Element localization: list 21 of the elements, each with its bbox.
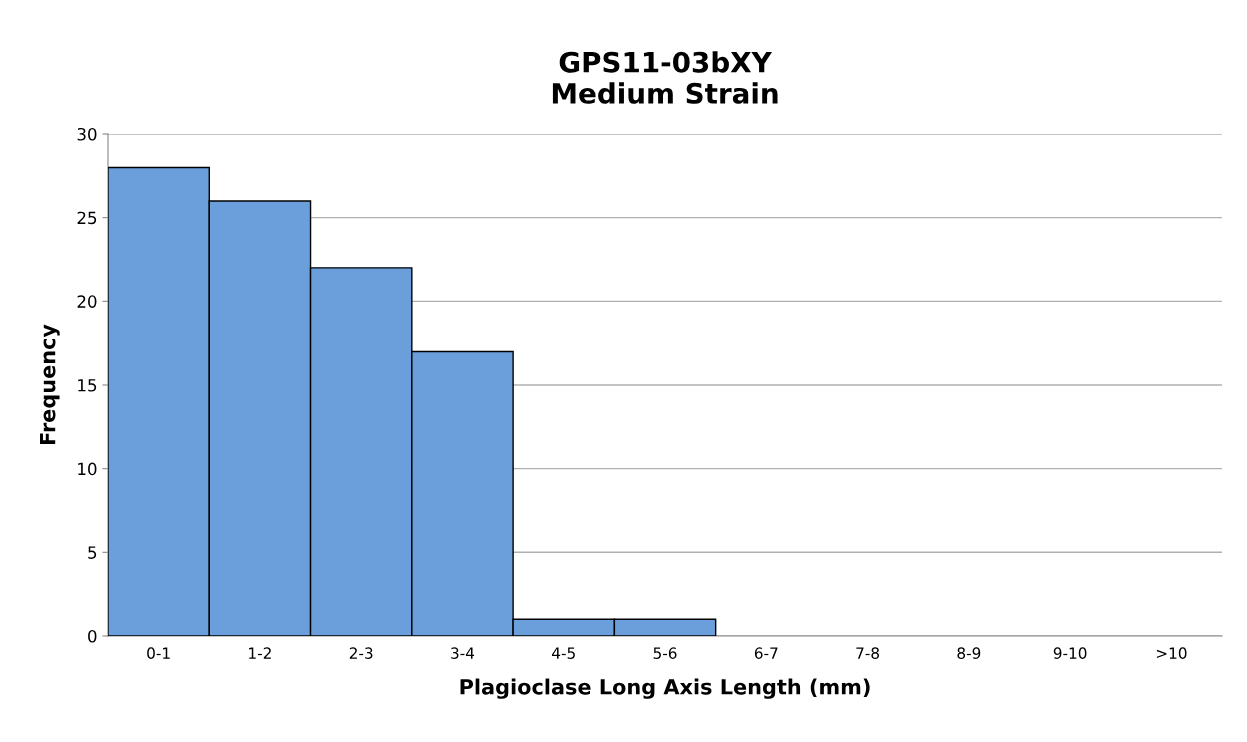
x-tick-label: >10 [1156,647,1187,659]
x-tick-label: 1-2 [249,647,271,659]
y-tick-label: 5 [88,546,97,559]
chart-title: GPS11-03bXY Medium Strain [552,51,778,104]
y-tick-label: 25 [77,211,97,225]
x-tick-label: 2-3 [349,647,373,659]
x-tick-label: 3-4 [451,647,475,659]
x-tick-label: 8-9 [957,647,981,659]
x-tick-label: 5-6 [653,647,677,659]
x-tick-label: 0-1 [147,647,170,659]
x-axis-title: Plagioclase Long Axis Length (mm) [460,678,870,699]
x-tick-label: 6-7 [754,647,778,659]
x-tick-label: 7-8 [856,647,880,659]
y-tick-label: 10 [78,462,97,476]
y-axis-title: Frequency [40,324,60,445]
y-tick-label: 30 [77,127,97,141]
y-tick-label: 15 [78,379,97,392]
y-tick-label: 20 [77,295,97,308]
x-tick-label: 9-10 [1053,647,1087,659]
x-tick-label: 4-5 [552,647,575,659]
y-tick-label: 0 [88,629,97,643]
